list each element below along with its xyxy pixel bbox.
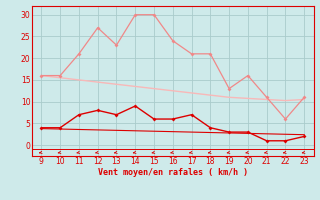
- X-axis label: Vent moyen/en rafales ( km/h ): Vent moyen/en rafales ( km/h ): [98, 168, 248, 177]
